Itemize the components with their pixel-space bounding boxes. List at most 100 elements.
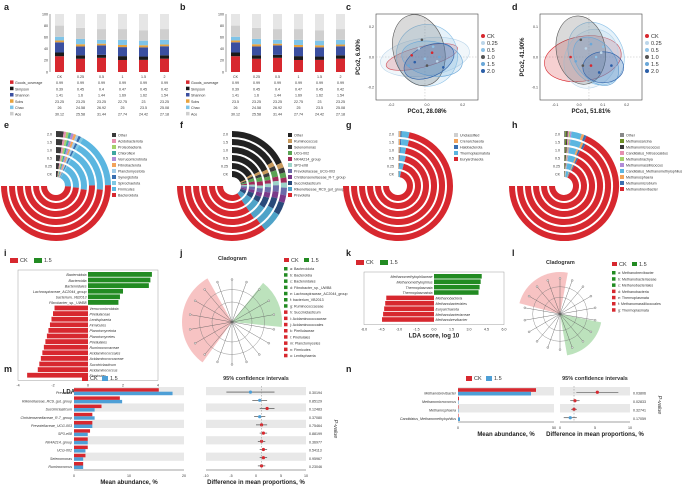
table-cell: 25 (297, 106, 301, 110)
clade-branch (217, 321, 233, 363)
abundance-bar-ck (74, 445, 88, 450)
stack-bar-segment (139, 45, 148, 48)
table-cell: 0.4 (99, 87, 104, 91)
stack-bar-segment (294, 59, 303, 72)
panel-n: CK 1.5 Methanobrevibacter 0.03806 Methanomic… (400, 376, 662, 438)
legend-label: CK (291, 258, 299, 264)
legend-swatch (34, 258, 42, 263)
legend-label: CK (487, 34, 495, 40)
legend-swatch (454, 145, 458, 149)
sample-point (407, 64, 410, 67)
lda-bar (46, 333, 88, 339)
clade-branch (559, 313, 584, 342)
category-label: Christensenellaceae_R-7_group (20, 416, 72, 420)
ring-segment (9, 185, 103, 233)
stack-bar-segment (315, 47, 324, 57)
stack-bar-segment (294, 29, 303, 40)
item-label: a: Bacteroidota (290, 267, 314, 271)
item-label: b: Bacteroidia (290, 273, 312, 277)
y-tick-label: 60 (44, 36, 48, 40)
ring-tick-label: 0.25 (553, 164, 560, 168)
table-cell: 0.45 (253, 87, 260, 91)
ring-segment (367, 156, 429, 217)
stack-bar-segment (139, 59, 148, 72)
ci-point (572, 407, 576, 411)
legend-swatch (620, 181, 624, 185)
ci-x-tick-label: 10 (628, 426, 632, 430)
ci-x-tick-label: 5 (594, 426, 596, 430)
x-tick-label: 0.2 (460, 103, 465, 107)
x-tick-label: 2 (122, 383, 124, 387)
ring-tick-label: 0.5 (555, 156, 560, 160)
stack-bar-segment (76, 38, 85, 45)
legend-label: 1.0 (487, 55, 495, 61)
legend-swatch (288, 193, 292, 197)
ring-tick-label: CK (389, 172, 395, 176)
legend-swatch (288, 151, 292, 155)
stack-bar-segment (273, 39, 282, 44)
y-tick-label: 60 (220, 36, 224, 40)
legend-swatch (288, 181, 292, 185)
ring-segment (65, 131, 69, 139)
clade-node (267, 342, 270, 345)
category-label: Methanomicrococcus (422, 400, 456, 404)
lda-bar-label: Bacteroidota (66, 273, 86, 277)
stack-bar-segment (273, 54, 282, 58)
stack-bar-segment (55, 25, 64, 37)
item-label: h: Succiniclasticum (290, 311, 321, 315)
row-label: Shannon (15, 94, 29, 98)
ring-segment (580, 143, 586, 150)
legend-label: Methanobrachya (626, 158, 653, 162)
clade-node (194, 299, 197, 302)
ci-point (258, 415, 262, 419)
column-label: CK (57, 75, 63, 79)
panel-letter-g: g (346, 120, 352, 130)
legend-swatch (645, 69, 649, 73)
abundance-bar-15 (74, 391, 173, 396)
sample-point (579, 38, 583, 42)
clade-node (589, 294, 593, 298)
table-cell: 23.25 (76, 100, 85, 104)
stack-bar-segment (139, 47, 148, 57)
stack-bar-segment (160, 58, 169, 72)
abundance-bar-ck (74, 404, 102, 409)
clade-node (245, 360, 248, 364)
legend-swatch (620, 169, 624, 173)
item-label: g: Ruminococcaceae (290, 304, 324, 308)
clade-branch (195, 321, 233, 344)
stack-bar-top (97, 14, 106, 30)
legend-label: Christensenellaceae_R-7_group (294, 176, 346, 180)
legend-swatch (454, 151, 458, 155)
sample-point (413, 60, 417, 64)
stack-bar-segment (294, 39, 303, 45)
lda-bar (42, 350, 88, 356)
sample-point (574, 60, 577, 63)
ring-tick-label: 1.5 (223, 140, 228, 144)
x-tick-label: -3.0 (396, 328, 402, 332)
ring-segment (250, 204, 265, 219)
sample-point (584, 47, 588, 50)
p-value-label: 0.12483 (309, 408, 322, 412)
row-swatch (10, 111, 14, 116)
lda-bar-label: Acidaminococcaceae (89, 357, 124, 361)
table-cell: 1.44 (98, 94, 105, 98)
column-label: 0.5 (275, 75, 280, 79)
row-stripe (560, 404, 630, 413)
row-label: Goods_coverage (15, 81, 42, 85)
ring-segment (276, 162, 284, 170)
table-cell: 0.99 (316, 81, 323, 85)
ring-segment (269, 165, 277, 173)
legend-label: UCG-002 (294, 152, 309, 156)
legend-swatch (481, 62, 485, 66)
ring-segment (574, 157, 579, 164)
ring-tick-label: CK (47, 172, 53, 176)
ring-segment (517, 144, 611, 233)
legend-swatch (380, 260, 388, 265)
ring-tick-label: 0.25 (45, 164, 52, 168)
x-tick-label: 0.1 (600, 103, 605, 107)
ring-tick-label: 1.5 (555, 140, 560, 144)
y-tick-label: 0 (46, 70, 48, 74)
clade-branch (195, 300, 233, 323)
sample-point (581, 64, 585, 67)
ring-segment (55, 131, 64, 138)
